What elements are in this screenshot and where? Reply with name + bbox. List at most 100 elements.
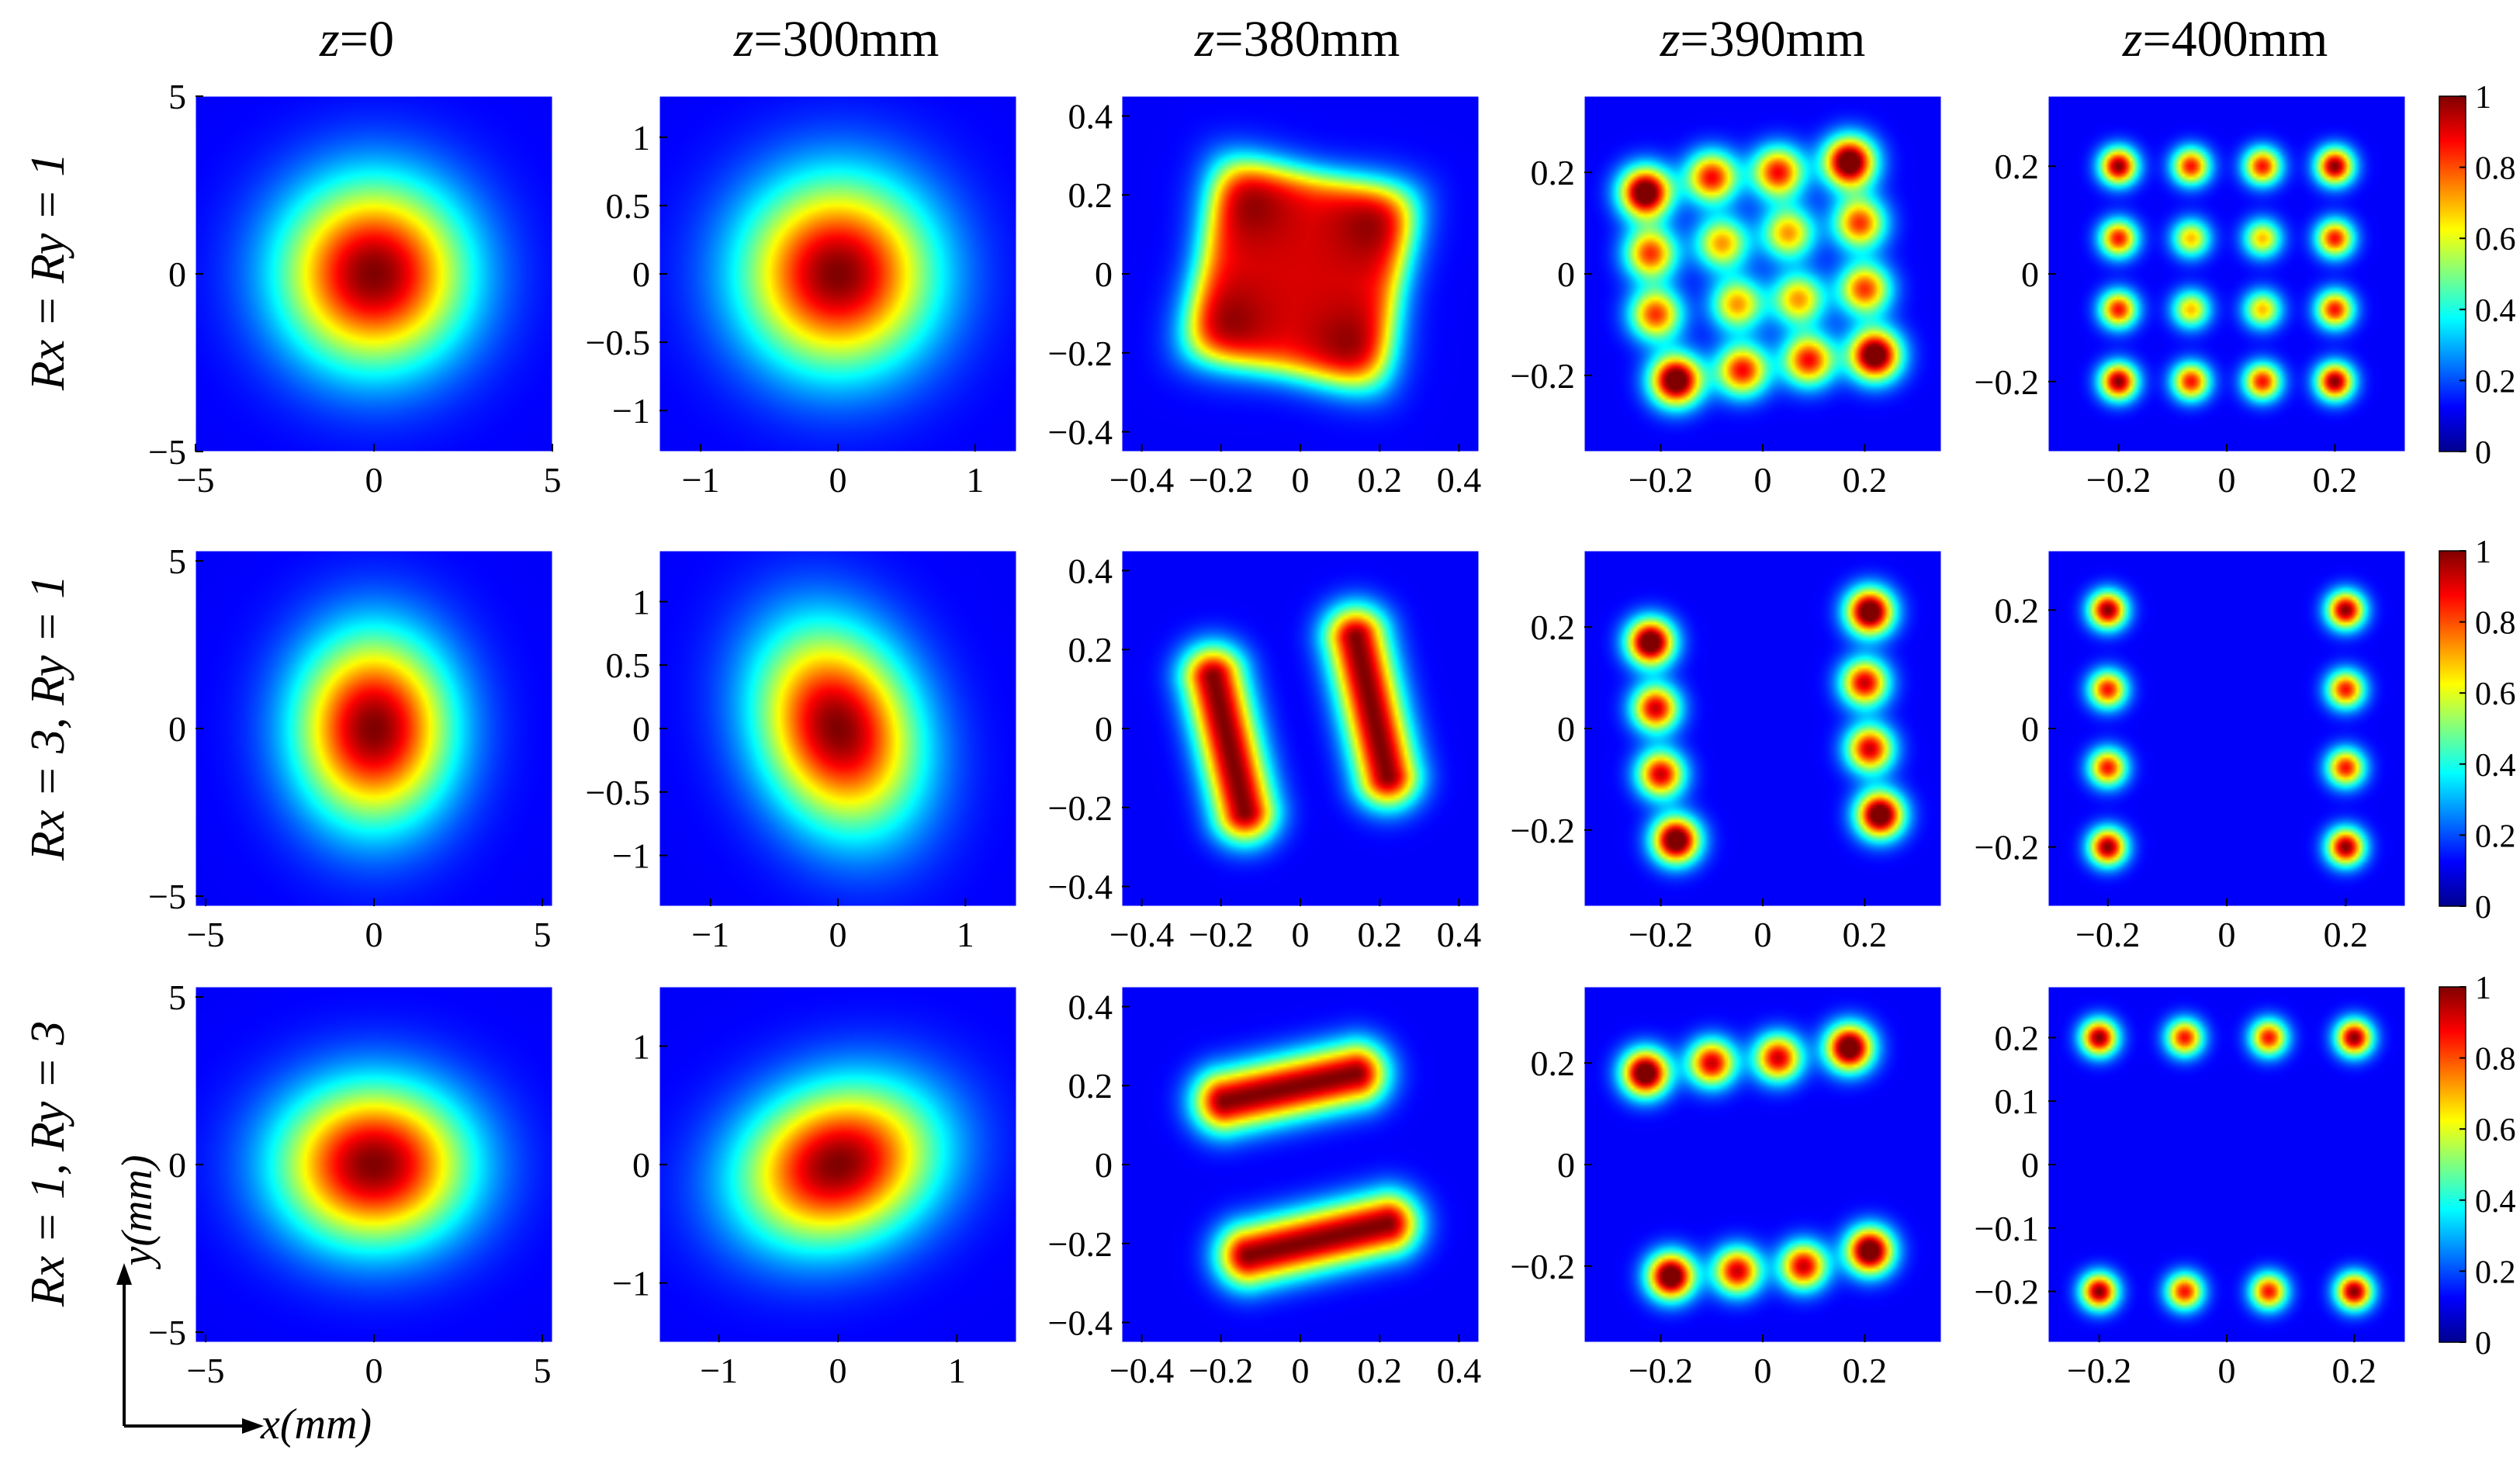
x-tick-label: 0 bbox=[1292, 460, 1310, 500]
y-tick-label: 0.2 bbox=[1531, 1044, 1576, 1083]
heatmap-image bbox=[1122, 551, 1479, 906]
heatmap-image bbox=[2048, 551, 2405, 906]
y-tick-label: −5 bbox=[148, 432, 186, 472]
y-tick-label: 0.4 bbox=[1068, 96, 1113, 136]
colorbar-tick-label: 0.8 bbox=[2475, 606, 2516, 642]
heatmap-image bbox=[1122, 96, 1479, 452]
y-tick-label: 0 bbox=[2021, 709, 2039, 749]
y-tick-label: −5 bbox=[148, 877, 186, 916]
column-header-2: z=300mm bbox=[733, 11, 940, 67]
x-tick-label: −0.2 bbox=[2075, 915, 2140, 954]
colorbar-gradient bbox=[2439, 550, 2466, 907]
colorbar-tick-label: 0.4 bbox=[2475, 1184, 2516, 1220]
y-tick-label: −0.2 bbox=[1048, 788, 1113, 828]
heatmap-image bbox=[1122, 987, 1479, 1342]
y-tick-label: 5 bbox=[168, 77, 186, 116]
colorbar-tick-label: 0.6 bbox=[2475, 677, 2516, 712]
x-tick-label: 0 bbox=[1754, 460, 1772, 500]
x-tick-label: −0.4 bbox=[1109, 915, 1174, 954]
x-tick-label: 0.4 bbox=[1437, 460, 1482, 500]
heatmap-panel: −0.4 −0.2 0 0.2 0.4 −0.4 −0.2 0 0.2 0.4 bbox=[1048, 95, 1482, 500]
x-tick-label: 0 bbox=[2218, 1351, 2236, 1390]
heatmap-image bbox=[1584, 987, 1941, 1342]
x-tick-label: 5 bbox=[533, 915, 551, 954]
y-tick-label: −1 bbox=[612, 391, 650, 431]
heatmap-panel: −0.4 −0.2 0 0.2 0.4 −0.4 −0.2 0 0.2 0.4 bbox=[1048, 986, 1482, 1390]
panel-grid: −5 0 5−505−1 0 1−1−0.500.51−0.4 −0.2 0 0.2 0.4−0… bbox=[148, 77, 2515, 1390]
x-tick-label: 0.2 bbox=[1357, 460, 1402, 500]
x-tick-label: 0.2 bbox=[1843, 460, 1888, 500]
y-tick-label: 0 bbox=[1557, 254, 1575, 294]
colorbar-tick-label: 1 bbox=[2475, 80, 2491, 116]
y-tick-label: −0.2 bbox=[1048, 334, 1113, 373]
row-labels: Rx = Ry = 1 Rx = 3, Ry = 1 Rx = 1, Ry = … bbox=[22, 153, 74, 1307]
heatmap-panel: −0.2 0 0.2 −0.2 0 0.2 bbox=[1511, 95, 1942, 500]
x-tick-label: −0.2 bbox=[2067, 1351, 2131, 1390]
heatmap-image bbox=[196, 96, 552, 452]
x-tick-label: 0 bbox=[365, 915, 383, 954]
y-tick-label: −0.4 bbox=[1048, 1303, 1113, 1343]
colorbar: 0 0.2 0.4 0.6 0.8 1 bbox=[2439, 971, 2516, 1362]
colorbar-gradient bbox=[2439, 95, 2466, 452]
y-tick-label: −1 bbox=[612, 836, 650, 876]
x-tick-label: −0.4 bbox=[1109, 1351, 1174, 1390]
x-tick-label: −5 bbox=[177, 460, 215, 500]
row-label-2: Rx = 3, Ry = 1 bbox=[22, 575, 74, 861]
colorbar-tick-label: 0.6 bbox=[2475, 1113, 2516, 1148]
colorbar-tick-label: 0.8 bbox=[2475, 151, 2516, 187]
y-tick-label: −0.2 bbox=[1511, 811, 1575, 850]
y-tick-label: 0.2 bbox=[1995, 590, 2040, 630]
colorbar-tick-label: 0 bbox=[2475, 1326, 2491, 1362]
y-tick-label: 0.2 bbox=[1995, 1018, 2040, 1057]
x-tick-label: 0 bbox=[1292, 1351, 1310, 1390]
colorbar-tick-label: 0.4 bbox=[2475, 293, 2516, 329]
colorbar: 0 0.2 0.4 0.6 0.8 1 bbox=[2439, 80, 2516, 471]
heatmap-panel: −1 0 1 −1 −0.5 0 0.5 1 bbox=[586, 550, 1017, 954]
heatmap-image bbox=[659, 96, 1016, 452]
x-tick-label: −1 bbox=[700, 1351, 738, 1390]
column-header-1: z=0 bbox=[319, 11, 394, 67]
colorbar-tick-label: 1 bbox=[2475, 535, 2491, 570]
x-tick-label: −1 bbox=[682, 460, 720, 500]
heatmap-panel: −0.2 0 0.2 −0.2 0 0.2 0 0.2 0.4 0.6 0.8 1 bbox=[1975, 80, 2516, 500]
y-tick-label: −0.2 bbox=[1975, 362, 2039, 402]
heatmap-panel: −1 0 1 −1 −0.5 0 0.5 1 bbox=[586, 95, 1017, 500]
heatmap-panel: −5 0 5 −5 0 5 bbox=[148, 542, 553, 954]
colorbar-tick-label: 0.2 bbox=[2475, 819, 2516, 854]
x-tick-label: −0.2 bbox=[2086, 460, 2151, 500]
heatmap-panel: −0.2 0 0.2 −0.2 −0.1 0 0.1 0.2 0 0.2 0.4 0.6 0.8 1 bbox=[1975, 971, 2516, 1390]
heatmap-panel: −0.4 −0.2 0 0.2 0.4 −0.4 −0.2 0 0.2 0.4 bbox=[1048, 550, 1482, 954]
x-tick-label: −0.2 bbox=[1189, 460, 1253, 500]
x-tick-label: 0.4 bbox=[1437, 915, 1482, 954]
y-tick-label: 0 bbox=[1557, 1145, 1575, 1185]
y-tick-label: 0 bbox=[1095, 254, 1113, 294]
column-header-5: z=400mm bbox=[2122, 11, 2328, 67]
x-tick-label: 1 bbox=[966, 460, 984, 500]
colorbar-tick-label: 0.8 bbox=[2475, 1042, 2516, 1078]
y-axis-indicator-label: y(mm) bbox=[113, 1154, 161, 1269]
colorbar-tick-label: 1 bbox=[2475, 971, 2491, 1006]
x-tick-label: 0.4 bbox=[1437, 1351, 1482, 1390]
colorbar-tick-label: 0 bbox=[2475, 890, 2491, 926]
x-tick-label: 0.2 bbox=[2324, 915, 2369, 954]
x-tick-label: 1 bbox=[948, 1351, 966, 1390]
y-tick-label: −0.5 bbox=[586, 323, 650, 362]
y-tick-label: −0.2 bbox=[1511, 1247, 1575, 1286]
y-tick-label: 5 bbox=[168, 542, 186, 581]
y-tick-label: 0 bbox=[632, 709, 650, 749]
y-tick-label: 1 bbox=[632, 118, 650, 157]
x-tick-label: 0 bbox=[2218, 460, 2236, 500]
colorbar-tick-label: 0.2 bbox=[2475, 364, 2516, 400]
y-tick-label: 0.2 bbox=[1995, 147, 2040, 186]
x-tick-label: 1 bbox=[957, 915, 974, 954]
heatmap-image bbox=[1584, 96, 1941, 452]
x-tick-label: −0.4 bbox=[1109, 460, 1174, 500]
y-tick-label: −0.2 bbox=[1048, 1224, 1113, 1264]
x-tick-label: 0.2 bbox=[1843, 915, 1888, 954]
x-tick-label: 0 bbox=[829, 1351, 847, 1390]
y-tick-label: 5 bbox=[168, 978, 186, 1017]
y-tick-label: −0.4 bbox=[1048, 413, 1113, 452]
colorbar-tick-label: 0.2 bbox=[2475, 1255, 2516, 1290]
x-axis-indicator-label: x(mm) bbox=[260, 1400, 372, 1449]
x-tick-label: −0.2 bbox=[1629, 460, 1693, 500]
